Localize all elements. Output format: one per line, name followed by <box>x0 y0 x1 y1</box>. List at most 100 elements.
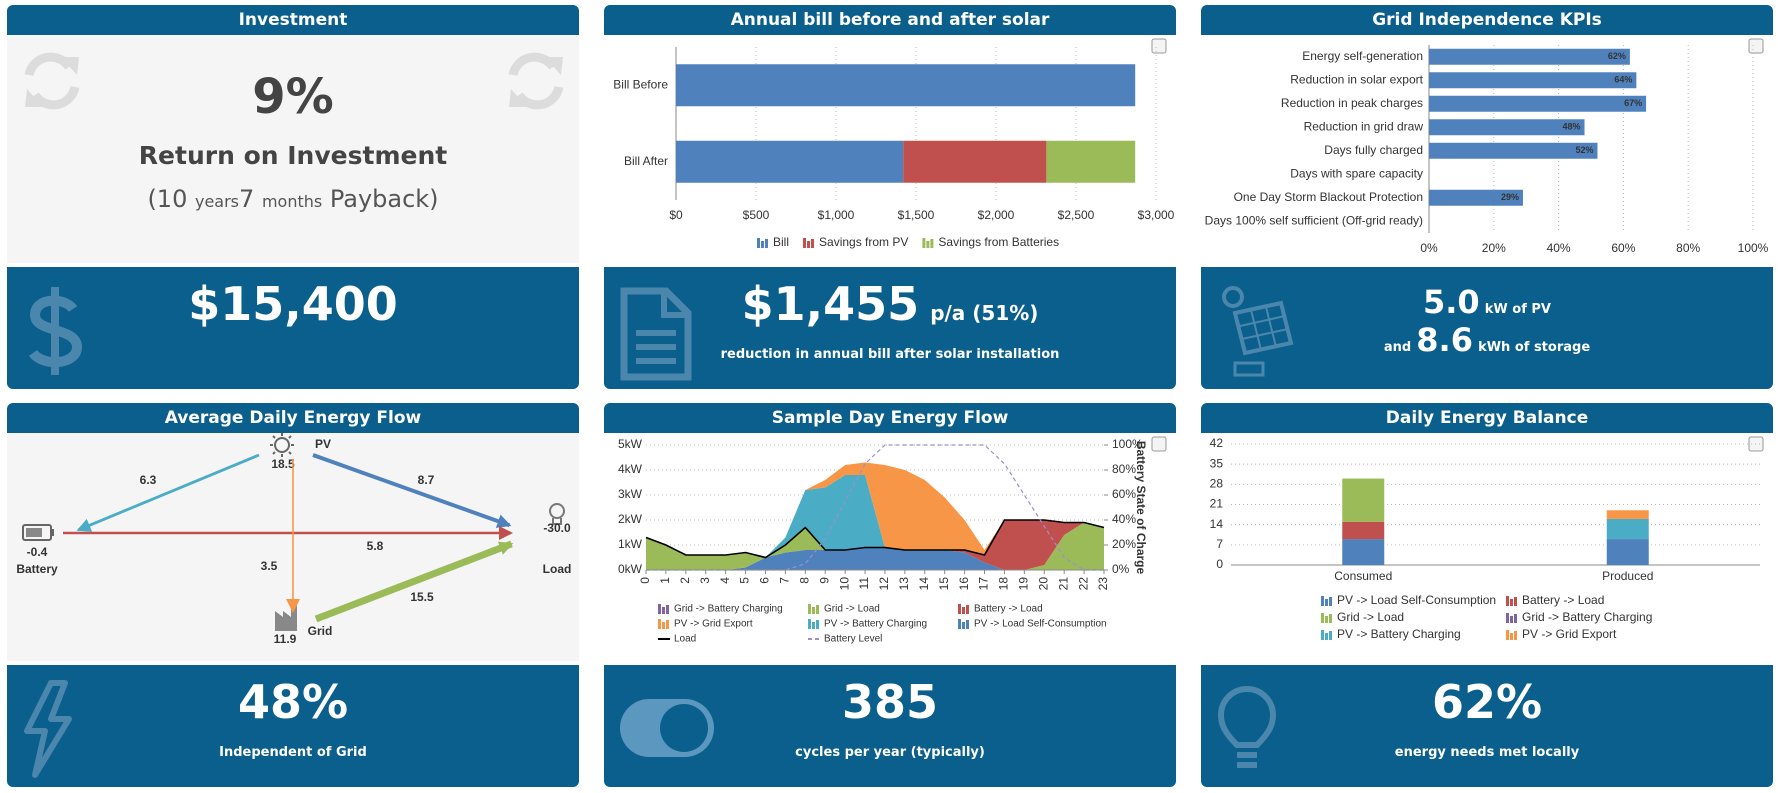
flow-diagram: 18.5 PV -0.4 Battery -30.0 Load 11.9 Grid 6.3 8.7… <box>16 433 571 646</box>
x-tick-label: 14 <box>917 577 931 591</box>
legend-swatch <box>1325 633 1328 640</box>
legend-swatch <box>761 241 764 248</box>
legend-swatch <box>757 238 760 248</box>
edge-label: 5.8 <box>367 539 384 553</box>
panel-body: 0 7 14 21 28 35 42 Consumed Produced PV -> Load S… <box>1201 433 1773 661</box>
legend-swatch <box>812 607 815 614</box>
bar <box>1429 72 1637 89</box>
x-tick-label: 5 <box>738 577 752 584</box>
panel-title: Grid Independence KPIs <box>1201 5 1773 35</box>
legend-swatch <box>922 238 926 248</box>
x-tick-label: 0% <box>1420 241 1438 255</box>
roi-value: 9% <box>252 69 334 125</box>
payback-months: 7 <box>239 185 255 213</box>
data-label: 64% <box>1614 75 1632 85</box>
y-tick-label: 28 <box>1210 477 1224 491</box>
refresh-icon <box>24 52 564 110</box>
legend-label: Battery Level <box>824 634 882 645</box>
panel-body: 0kW 1kW 2kW 3kW 4kW 5kW 0% 20% 40% 60% 80% 100% Batt… <box>604 433 1176 661</box>
data-label: 48% <box>1563 122 1581 132</box>
decor <box>24 52 564 110</box>
bar <box>1342 478 1385 522</box>
x-tick-label: 3 <box>698 577 712 584</box>
y-tick-label: Days 100% self sufficient (Off-grid read… <box>1205 213 1423 227</box>
battery-icon <box>22 524 54 541</box>
flow-edge <box>76 453 260 532</box>
legend-swatch <box>662 622 665 629</box>
x-tick-label: $500 <box>743 208 770 222</box>
legend-swatch <box>1325 616 1328 623</box>
kpi-unit: kW of PV <box>1484 302 1551 317</box>
y-tick-label: 42 <box>1210 436 1224 450</box>
panel: Annual bill before and after solar $0 $50… <box>604 5 1176 389</box>
x-tick-label: 2 <box>678 577 692 584</box>
x-tick-label: Consumed <box>1334 569 1392 583</box>
kpi-value: $1,455 <box>741 277 920 331</box>
line <box>645 519 1105 559</box>
export-button[interactable] <box>1748 38 1764 54</box>
y-tick-label: 2kW <box>618 512 643 526</box>
solar-icon <box>1222 286 1294 377</box>
kpi-box: 385 cycles per year (typically) <box>604 665 1176 787</box>
legend-label: PV -> Load Self-Consumption <box>974 619 1107 630</box>
legend-label: Bill <box>773 235 789 249</box>
legend-label: Grid -> Battery Charging <box>674 604 783 615</box>
payback: (10 years7 months Payback) <box>7 185 579 213</box>
bar <box>1606 539 1649 565</box>
legend-swatch <box>1510 616 1513 623</box>
node-value: -0.4 <box>27 545 48 559</box>
y-tick-label: Days fully charged <box>1324 143 1423 157</box>
export-button[interactable] <box>1151 38 1167 54</box>
bar <box>903 140 1047 183</box>
kpi-line: 5.0 kW of PV <box>1201 283 1773 321</box>
node-label: Battery <box>16 562 58 576</box>
lightning-icon <box>24 680 72 778</box>
kpi-line: and 8.6 kWh of storage <box>1201 321 1773 359</box>
legend-label: PV -> Battery Charging <box>824 619 927 630</box>
kpi-unit: p/a (51%) <box>930 301 1039 325</box>
x-tick-label: $3,000 <box>1138 208 1175 222</box>
legend-swatch <box>803 238 807 248</box>
legend-swatch <box>808 604 811 614</box>
y2-tick-label: 80% <box>1112 462 1136 476</box>
x-tick-label: 80% <box>1676 241 1700 255</box>
bar <box>1429 119 1585 136</box>
x-tick-label: 17 <box>977 577 991 591</box>
bulb-icon <box>1217 686 1277 768</box>
x-tick-label: 4 <box>718 577 732 584</box>
load-icon <box>549 503 565 525</box>
export-button[interactable] <box>1151 436 1167 452</box>
y-tick-label: Days with spare capacity <box>1290 166 1423 180</box>
legend-swatch <box>1329 597 1332 606</box>
y2-tick-label: 100% <box>1112 437 1143 451</box>
x-tick-label: 10 <box>837 577 851 591</box>
y-tick-label: Reduction in peak charges <box>1281 96 1423 110</box>
area <box>646 522 1104 570</box>
flow-edge <box>314 540 514 623</box>
legend-swatch <box>1506 613 1509 623</box>
legend-swatch <box>1329 614 1332 623</box>
panel: Investment 9% Return on Investment (10 y… <box>7 5 579 389</box>
kpi-caption: cycles per year (typically) <box>795 745 985 760</box>
x-tick-label: $2,500 <box>1058 208 1095 222</box>
dollar-icon <box>28 287 83 375</box>
x-tick-label: 12 <box>877 577 891 591</box>
node-value: 11.9 <box>274 632 297 646</box>
chart: 0kW1kW2kW3kW4kW5kW0%20%40%60%80%100%Batt… <box>618 436 1167 645</box>
legend-label: Load <box>674 634 696 645</box>
edge-label: 6.3 <box>140 473 157 487</box>
legend-swatch <box>1325 599 1328 606</box>
bar <box>1429 48 1630 65</box>
y-tick-label: 35 <box>1210 456 1224 470</box>
x-tick-label: 60% <box>1611 241 1635 255</box>
data-label: 52% <box>1575 145 1593 155</box>
kpi-value: 8.6 <box>1416 321 1473 359</box>
panel-title: Annual bill before and after solar <box>604 5 1176 35</box>
legend-label: PV -> Battery Charging <box>1337 627 1461 641</box>
bar <box>1046 140 1136 183</box>
y-tick-label: Energy self-generation <box>1302 49 1423 63</box>
legend-swatch <box>1514 597 1517 606</box>
payback-unit: months <box>261 192 323 211</box>
chart: 0 7 14 21 28 35 42 Consumed Produced PV -> Load S… <box>1210 436 1764 641</box>
kpi-value: 62% <box>1431 675 1543 729</box>
